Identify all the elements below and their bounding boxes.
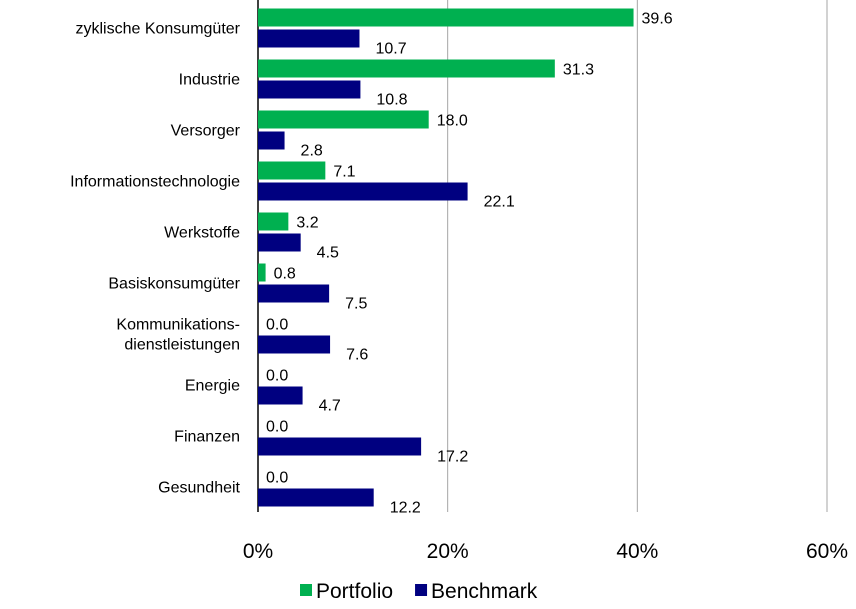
data-label: 4.5	[317, 245, 339, 262]
data-label: 0.0	[266, 470, 288, 487]
data-label: 7.6	[346, 347, 368, 364]
data-label: 22.1	[484, 194, 515, 211]
data-label: 2.8	[301, 143, 323, 160]
data-label: 10.8	[376, 92, 407, 109]
category-label: Energie	[185, 378, 240, 395]
data-label: 4.7	[319, 398, 341, 415]
category-label: Gesundheit	[158, 480, 240, 497]
bar	[258, 437, 422, 456]
category-label: Kommunikations-dienstleistungen	[116, 317, 240, 354]
bar	[258, 110, 429, 129]
bar	[258, 131, 285, 150]
bar	[258, 284, 330, 303]
data-label: 0.0	[266, 317, 288, 334]
category-label: Informationstechnologie	[70, 174, 240, 191]
category-label: Finanzen	[174, 429, 240, 446]
bar	[258, 29, 360, 48]
data-label: 18.0	[437, 113, 468, 130]
category-label: zyklische Konsumgüter	[75, 21, 240, 38]
bar	[258, 8, 634, 27]
x-tick-label: 0%	[243, 540, 273, 563]
legend-label: Portfolio	[316, 580, 393, 603]
data-label: 17.2	[437, 449, 468, 466]
data-label: 7.1	[333, 164, 355, 181]
data-label: 0.8	[274, 266, 296, 283]
data-label: 0.0	[266, 368, 288, 385]
category-label: Basiskonsumgüter	[108, 276, 240, 293]
category-label: Industrie	[179, 72, 240, 89]
data-label: 7.5	[345, 296, 367, 313]
bar	[258, 233, 301, 252]
bar	[258, 182, 468, 201]
bar	[258, 212, 289, 231]
data-label: 3.2	[296, 215, 318, 232]
bar	[258, 488, 374, 507]
x-tick-label: 40%	[616, 540, 658, 563]
x-tick-label: 60%	[806, 540, 848, 563]
data-label: 12.2	[390, 500, 421, 517]
legend-label: Benchmark	[431, 580, 538, 603]
bar	[258, 80, 361, 99]
category-label: Werkstoffe	[164, 225, 240, 242]
bar	[258, 161, 326, 180]
legend-swatch	[415, 584, 428, 596]
data-label: 0.0	[266, 419, 288, 436]
bar	[258, 335, 331, 354]
x-tick-label: 20%	[427, 540, 469, 563]
data-label: 31.3	[563, 62, 594, 79]
bar	[258, 59, 555, 78]
category-label: Versorger	[171, 123, 241, 140]
data-label: 10.7	[375, 41, 406, 58]
legend-swatch	[300, 584, 312, 596]
bar	[258, 386, 303, 405]
data-label: 39.6	[642, 11, 673, 28]
bar	[258, 263, 266, 282]
